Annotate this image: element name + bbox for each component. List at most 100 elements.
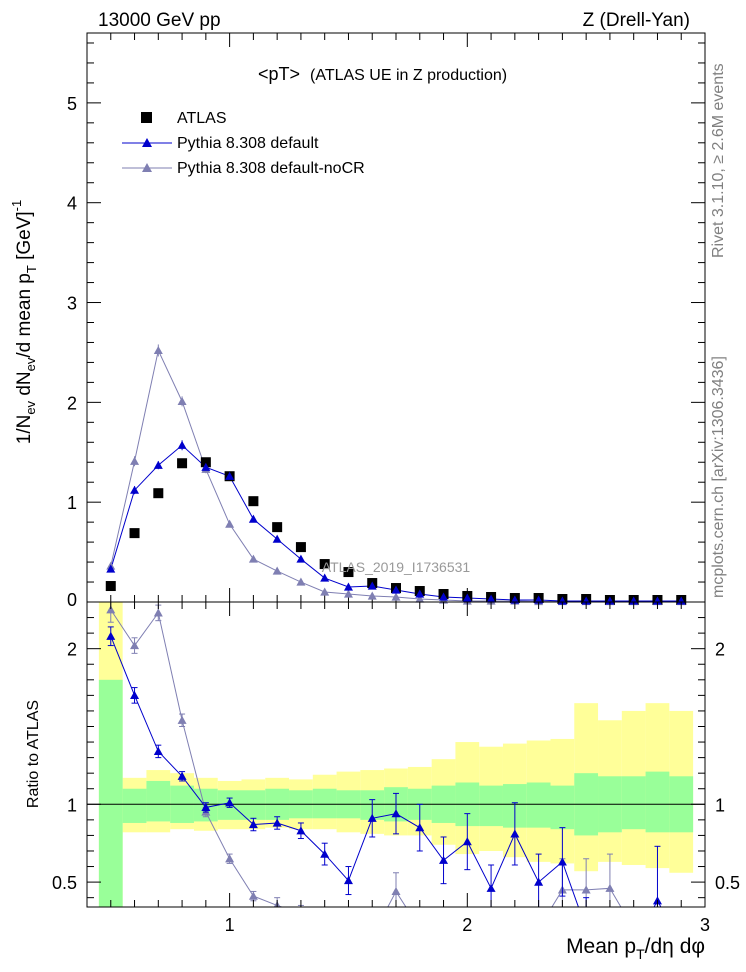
ratio-xlabel: Mean pT/dη dφ [566,935,705,962]
ratio-point-nocr [629,924,638,932]
main-point-default [320,573,330,582]
main-point-default [415,589,425,598]
ratio-point-default [439,855,449,864]
main-point-atlas [295,542,306,553]
ratio-point-default [272,818,282,827]
mcplots-label: mcplots.cern.ch [arXiv:1306.3436] [710,356,727,598]
ratio-ytick-label-left: 0.5 [52,873,77,893]
main-axis-ticks [87,33,705,603]
main-point-default [130,485,140,494]
ratio-point-nocr [153,608,163,617]
main-point-default [605,596,615,605]
ratio-point-nocr [391,886,401,896]
main-point-atlas [248,496,259,507]
ratio-point-default [557,857,567,866]
main-point-default [177,440,187,449]
ratio-point-nocr [534,924,543,932]
ratio-tick-labels: 0.5 0.5 1 1 2 2 1 2 3 [52,640,740,935]
rivet-label: Rivet 3.1.10, ≥ 2.6M events [710,63,727,258]
main-panel: 0 1 2 3 4 5 <pT> (ATLAS UE in Z production) A… [9,32,706,610]
main-point-atlas [200,457,211,468]
main-point-nocr [153,345,163,355]
ratio-xtick-label: 1 [225,915,235,935]
ratio-point-nocr [415,924,424,932]
ratio-point-nocr [225,854,235,863]
main-point-atlas [129,528,140,539]
header-left: 13000 GeV pp [98,10,221,31]
legend-label-atlas: ATLAS [177,110,227,127]
main-point-nocr [367,591,377,600]
ratio-point-default [320,849,330,858]
ratio-point-nocr [510,940,519,948]
legend-label-default: Pythia 8.308 default [177,135,319,152]
main-ytick-labels: 0 1 2 3 4 5 [67,94,77,610]
main-point-nocr [248,554,258,563]
ratio-point-default [201,802,211,812]
ratio-ytick-label-right: 0.5 [715,873,740,893]
ratio-point-nocr [320,921,329,929]
legend-label-nocr: Pythia 8.308 default-noCR [177,160,365,177]
ratio-point-nocr [177,715,187,724]
main-point-default [367,581,377,590]
main-point-default [629,596,639,605]
plot-title-main: <pT> [258,64,300,84]
ratio-point-nocr [248,891,258,900]
ratio-point-nocr [463,940,472,948]
ratio-band-inner [526,782,551,828]
ratio-panel: 0.5 0.5 1 1 2 2 1 2 3 Ratio to ATLAS Mean pT/dη … [25,601,740,962]
ratio-point-default [510,829,520,838]
analysis-watermark: ATLAS_2019_I1736531 [322,559,471,575]
main-point-nocr [320,587,330,596]
main-point-nocr [225,519,235,528]
main-ytick-label: 4 [67,194,77,214]
main-point-default [581,596,591,605]
main-point-default [153,460,163,469]
ratio-point-default [106,631,116,640]
ratio-xtick-label: 3 [700,915,710,935]
ratio-band-inner [122,788,147,823]
ratio-xtick-label: 2 [462,915,472,935]
main-point-atlas [343,567,354,578]
ratio-point-default [391,809,401,818]
header-right: Z (Drell-Yan) [583,10,690,31]
ratio-band-inner [241,790,266,820]
ratio-point-nocr [106,605,116,614]
main-point-nocr [391,592,401,601]
main-point-default [225,471,235,480]
main-point-atlas [177,458,188,469]
plot-title-sub: (ATLAS UE in Z production) [310,67,507,84]
main-point-nocr [177,396,187,405]
ratio-point-default [582,924,591,932]
main-point-default [248,514,258,523]
main-point-nocr [296,577,306,586]
ratio-point-default [486,883,496,892]
ratio-point-nocr [605,883,615,892]
legend: ATLAS Pythia 8.308 default Pythia 8.308 … [122,110,365,177]
ratio-point-default [225,798,235,807]
legend-marker-nocr [142,163,152,172]
main-point-nocr [415,594,425,603]
legend-marker-atlas [141,112,152,123]
main-ytick-label: 3 [67,294,77,314]
main-point-atlas [272,522,283,533]
main-point-default [462,593,472,602]
ratio-point-default [343,876,353,885]
ratio-band-inner [312,788,337,819]
ratio-point-default [296,826,306,835]
ratio-point-nocr [344,927,353,935]
main-point-nocr [272,566,282,575]
ratio-point-nocr [487,940,496,948]
main-point-default [439,592,449,601]
main-point-atlas [319,559,330,570]
ratio-axis-ticks [87,602,705,907]
main-ytick-label: 0 [67,590,77,610]
ratio-ylabel: Ratio to ATLAS [25,700,42,808]
main-marks [105,344,687,606]
main-ylabel: 1/Nev dNev/d mean pT [GeV]-1 [9,200,39,445]
main-point-default [676,596,686,605]
main-point-nocr [130,456,140,465]
legend-marker-default [142,138,152,147]
ratio-point-default [462,837,472,846]
main-point-default [272,534,282,543]
